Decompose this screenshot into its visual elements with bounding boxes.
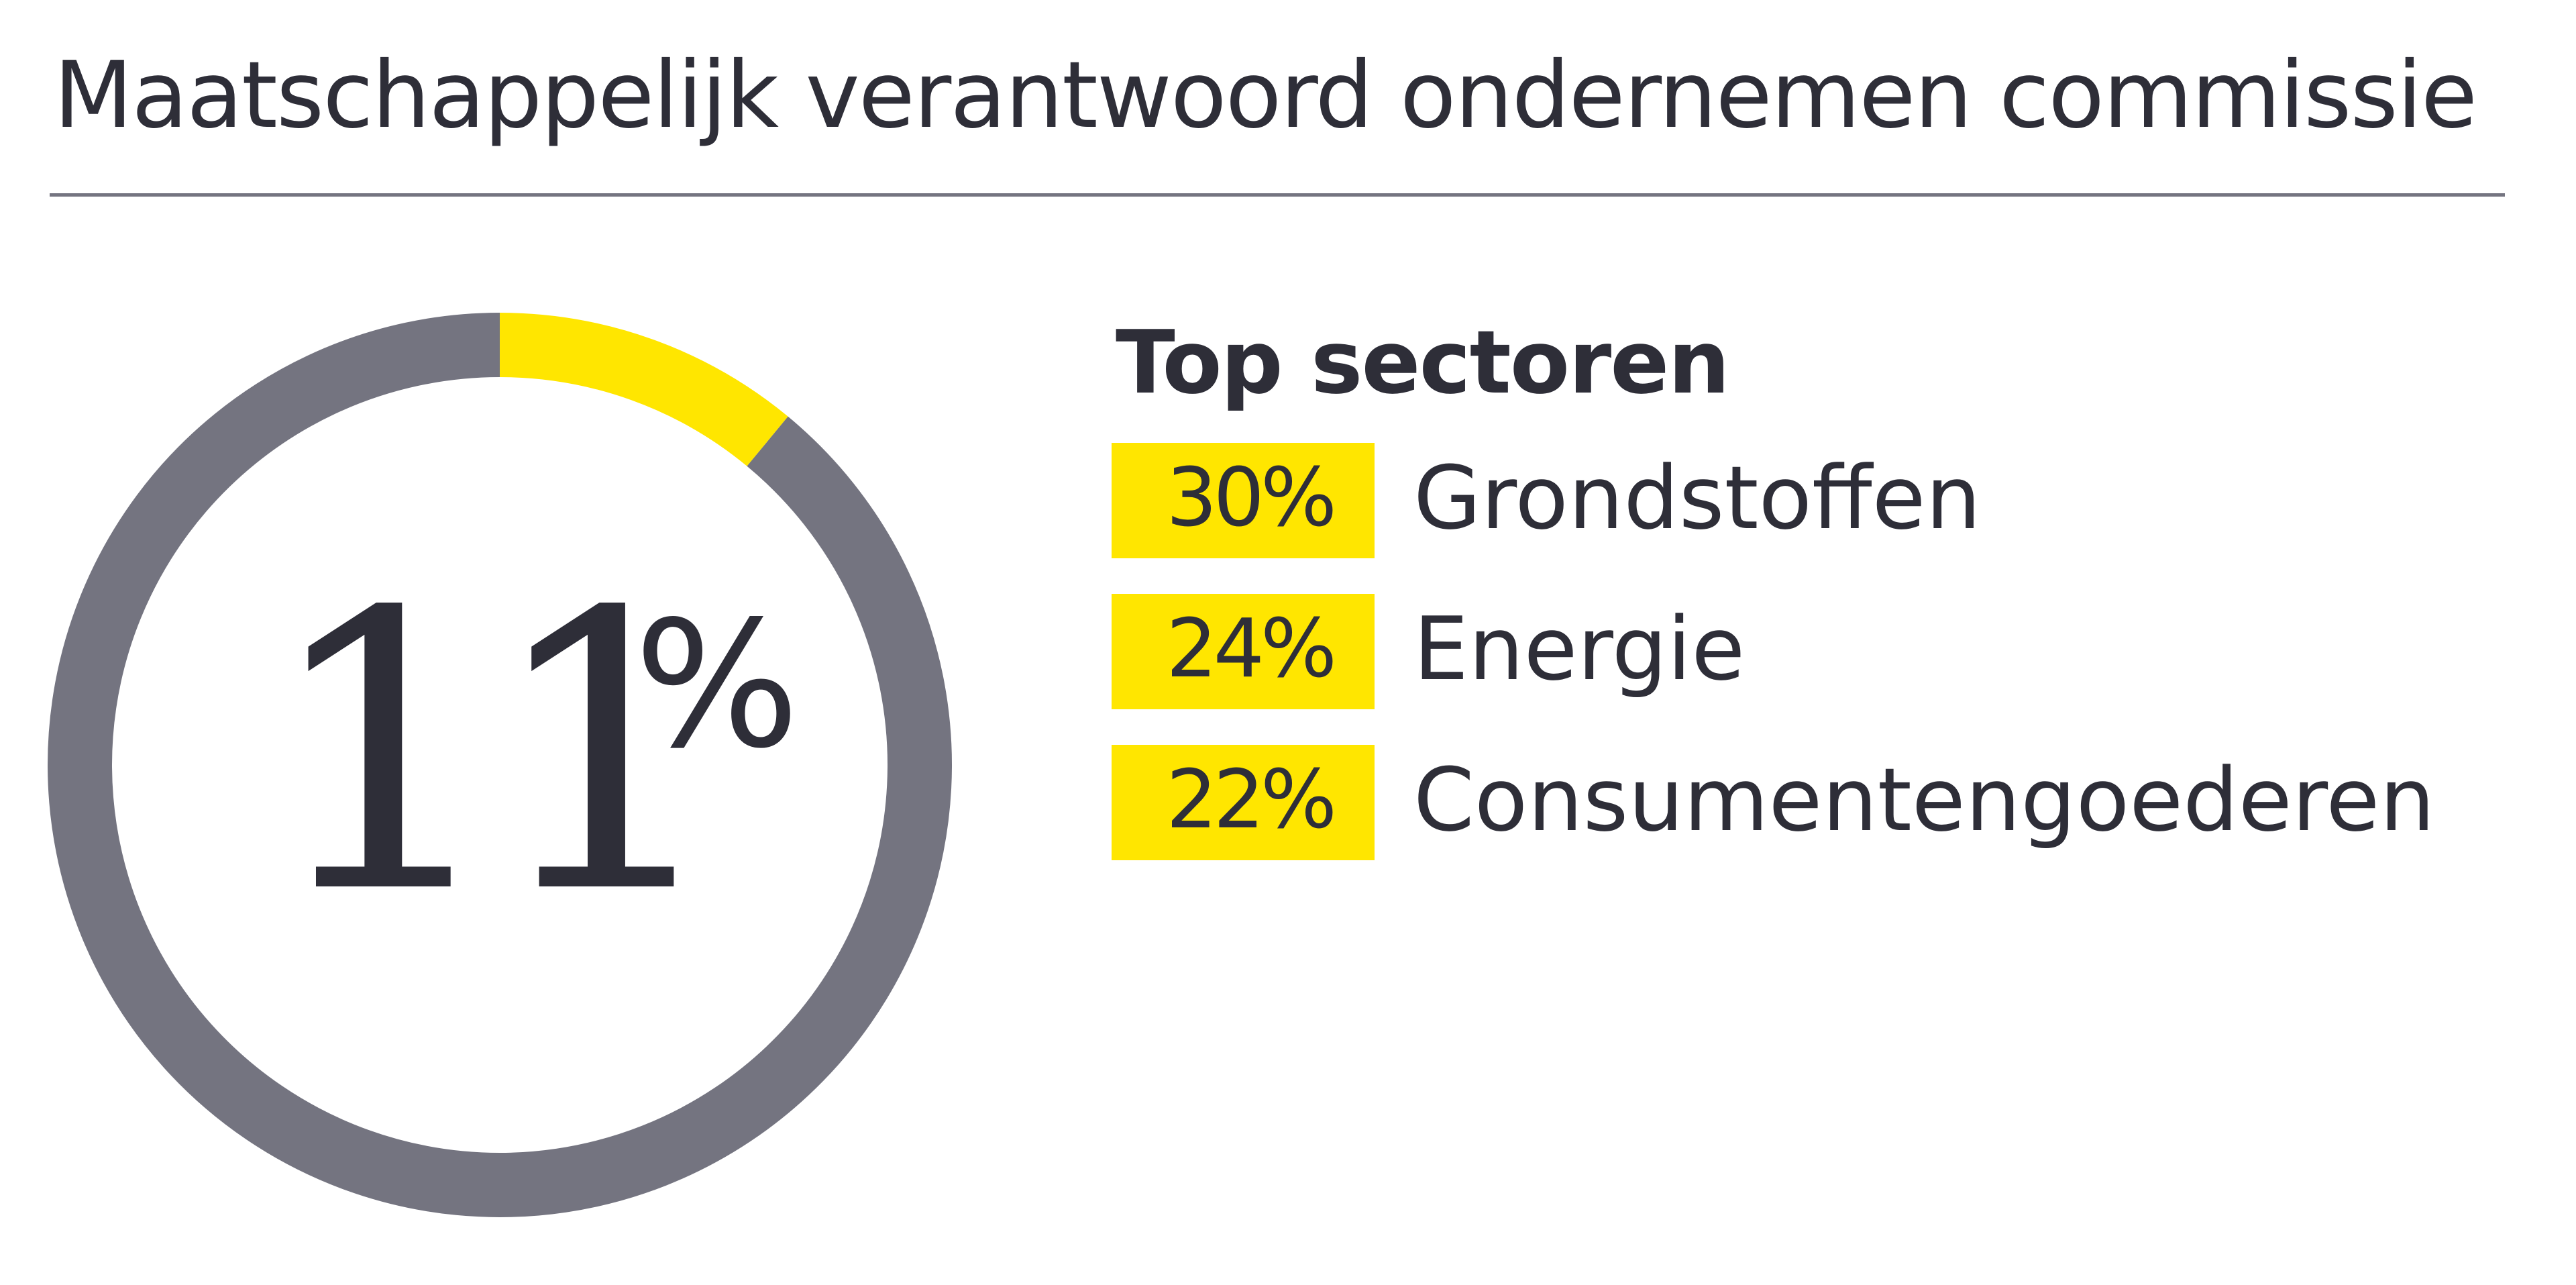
sector-name: Grondstoffen [1413, 447, 1981, 549]
donut-center-value: 11 % [262, 564, 800, 946]
donut-segment-remainder [48, 313, 952, 1217]
sector-value-tag: 30% [1112, 443, 1375, 558]
sector-row: 30% Grondstoffen [1112, 443, 2386, 558]
donut-chart [48, 313, 952, 1217]
sector-value: 22% [1166, 754, 1337, 847]
sector-value-tag: 22% [1112, 745, 1375, 860]
page-title: Maatschappelijk verantwoord ondernemen c… [54, 42, 2477, 149]
sector-row: 22% Consumentengoederen [1112, 745, 2435, 860]
sector-value-tag: 24% [1112, 594, 1375, 709]
sector-name: Energie [1413, 598, 1746, 700]
donut-segment-value [499, 313, 788, 466]
sector-value: 24% [1166, 603, 1337, 696]
top-sectors-heading: Top sectoren [1116, 311, 1730, 413]
title-divider [50, 193, 2505, 197]
donut-center-unit: % [634, 584, 800, 787]
sector-value: 30% [1166, 452, 1337, 545]
sector-row: 24% Energie [1112, 594, 2386, 709]
donut-center-number: 11 [262, 532, 728, 977]
sector-name: Consumentengoederen [1413, 749, 2435, 851]
